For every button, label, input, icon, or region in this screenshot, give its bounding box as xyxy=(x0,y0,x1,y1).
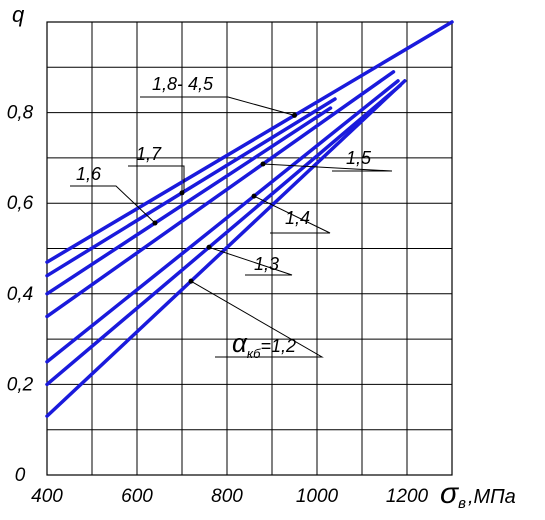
series-label: 1,4 xyxy=(285,208,310,228)
series-label: 1,7 xyxy=(136,144,162,164)
x-tick-label: 1200 xyxy=(386,486,429,507)
x-axis-unit: ,МПа xyxy=(468,486,516,508)
y-tick-label: 0,6 xyxy=(7,193,34,214)
annotation-leader xyxy=(70,185,156,224)
annotation-leader xyxy=(262,163,393,172)
series-line xyxy=(45,79,407,418)
annotation-marker xyxy=(152,220,158,226)
annotation-leaders xyxy=(70,96,393,358)
series-label: 1,5 xyxy=(346,148,372,168)
series-label: 1,3 xyxy=(254,254,279,274)
annotation-leader xyxy=(253,195,331,234)
series-label-symbol: α xyxy=(232,328,248,358)
y-tick-label: 0,2 xyxy=(7,374,34,395)
annotation-marker xyxy=(188,278,194,284)
y-axis-label: q xyxy=(12,2,25,27)
series-label-value: =1,2 xyxy=(260,336,296,356)
annotation-leader xyxy=(140,96,295,116)
series-line xyxy=(45,106,333,296)
series-line xyxy=(45,70,396,319)
series-lines xyxy=(45,20,454,418)
y-tick-label: 0,8 xyxy=(7,103,34,124)
grid xyxy=(46,21,453,476)
series-label: 1,6 xyxy=(76,164,102,184)
annotation-leader xyxy=(208,246,293,276)
series-label-subscript: кб xyxy=(247,346,261,361)
annotation-marker xyxy=(260,161,266,167)
series-line xyxy=(45,20,454,264)
x-axis-symbol: σ xyxy=(440,477,460,510)
annotation-leader xyxy=(128,165,185,194)
series-line xyxy=(45,79,400,364)
annotation-marker xyxy=(251,193,257,199)
x-axis-label: σв ,МПа xyxy=(440,477,516,512)
tick-labels: 400 600 800 1000 1200 0 0,2 0,4 0,6 0,8 xyxy=(7,103,429,507)
annotation-marker xyxy=(206,244,212,250)
series-line xyxy=(45,83,402,387)
annotations: 1,8- 4,5 1,7 1,6 1,5 1,4 1,3 αкб=1,2 xyxy=(76,74,372,361)
annotation-leader xyxy=(190,280,324,358)
y-tick-label: 0 xyxy=(15,465,26,486)
series-label: 1,8- 4,5 xyxy=(152,74,214,94)
series-label: αкб=1,2 xyxy=(232,328,296,361)
annotation-marker xyxy=(179,190,185,196)
series-line xyxy=(45,97,337,278)
annotation-marker xyxy=(292,112,297,118)
x-axis-subscript: в xyxy=(458,495,466,512)
y-tick-label: 0,4 xyxy=(7,284,33,305)
x-tick-label: 800 xyxy=(211,486,243,507)
x-tick-label: 1000 xyxy=(296,486,339,507)
x-tick-label: 400 xyxy=(31,486,63,507)
x-tick-label: 600 xyxy=(121,486,153,507)
